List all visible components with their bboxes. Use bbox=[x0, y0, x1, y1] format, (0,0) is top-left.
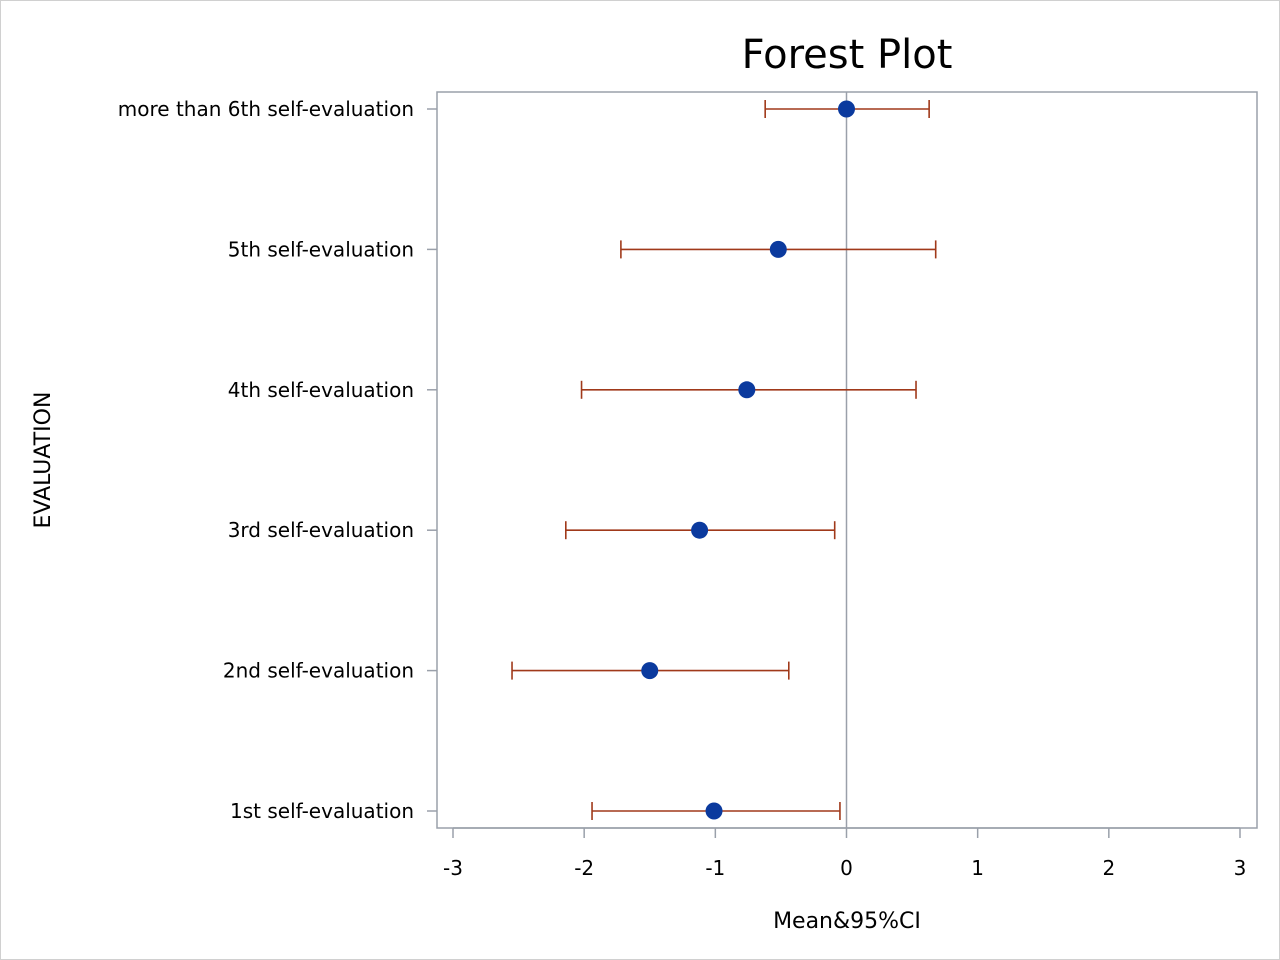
y-tick-label: 5th self-evaluation bbox=[228, 237, 414, 261]
x-tick-label: 3 bbox=[1234, 856, 1247, 880]
y-tick-label: 1st self-evaluation bbox=[230, 799, 414, 823]
y-axis-label: EVALUATION bbox=[31, 392, 56, 529]
mean-point bbox=[691, 521, 709, 539]
mean-point bbox=[838, 100, 855, 118]
x-axis-label: Mean&95%CI bbox=[773, 909, 921, 934]
mean-point bbox=[738, 381, 756, 399]
y-tick-label: more than 6th self-evaluation bbox=[118, 97, 414, 121]
mean-point-layer bbox=[641, 100, 855, 820]
y-axis: more than 6th self-evaluation 5th self-ev… bbox=[118, 97, 437, 823]
x-axis: -3 -2 -1 0 1 2 3 bbox=[443, 827, 1247, 880]
x-tick-label: -2 bbox=[574, 856, 594, 880]
x-tick-label: -1 bbox=[705, 856, 725, 880]
mean-point bbox=[705, 802, 723, 820]
mean-point bbox=[769, 240, 787, 258]
x-tick-label: 2 bbox=[1102, 856, 1115, 880]
y-tick-label: 4th self-evaluation bbox=[228, 378, 414, 402]
x-tick-label: 0 bbox=[840, 856, 853, 880]
x-tick-label: -3 bbox=[443, 856, 463, 880]
confidence-interval-layer bbox=[511, 100, 937, 820]
y-tick-label: 3rd self-evaluation bbox=[228, 518, 414, 542]
y-tick-label: 2nd self-evaluation bbox=[223, 659, 414, 683]
mean-point bbox=[641, 662, 659, 680]
chart-title: Forest Plot bbox=[742, 32, 953, 78]
x-tick-label: 1 bbox=[971, 856, 984, 880]
